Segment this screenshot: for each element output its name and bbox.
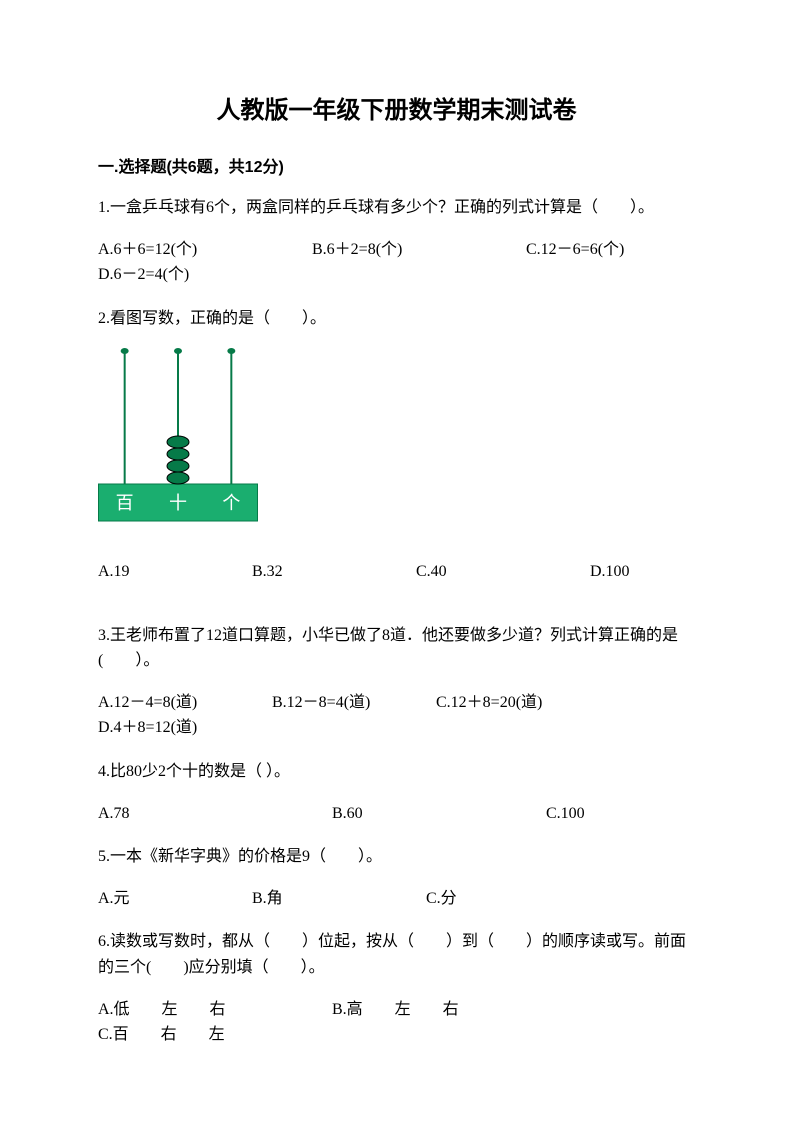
q1-option-b: B.6＋2=8(个) — [312, 237, 522, 263]
question-1-text: 1.一盒乒乓球有6个，两盒同样的乒乓球有多少个？正确的列式计算是（ ）。 — [98, 195, 695, 221]
q5-option-a: A.元 — [98, 886, 248, 912]
q1-option-c: C.12－6=6(个) — [526, 237, 624, 263]
page: 人教版一年级下册数学期末测试卷 一.选择题(共6题，共12分) 1.一盒乒乓球有… — [0, 0, 793, 1048]
q5-option-b: B.角 — [252, 886, 422, 912]
q5-option-c: C.分 — [426, 886, 457, 912]
question-1-options: A.6＋6=12(个) B.6＋2=8(个) C.12－6=6(个) D.6－2… — [98, 237, 695, 288]
section-header: 一.选择题(共6题，共12分) — [98, 153, 695, 177]
question-6-text: 6.读数或写数时，都从（ ）位起，按从（ ）到（ ）的顺序读或写。前面的三个( … — [98, 929, 695, 980]
question-5: 5.一本《新华字典》的价格是9（ ）。 A.元 B.角 C.分 — [98, 844, 695, 911]
question-5-options: A.元 B.角 C.分 — [98, 886, 695, 912]
page-title: 人教版一年级下册数学期末测试卷 — [98, 90, 695, 125]
question-4: 4.比80少2个十的数是（ ）。 A.78 B.60 C.100 — [98, 759, 695, 826]
question-5-text: 5.一本《新华字典》的价格是9（ ）。 — [98, 844, 695, 870]
svg-text:十: 十 — [169, 493, 187, 513]
question-3-text: 3.王老师布置了12道口算题，小华已做了8道．他还要做多少道？列式计算正确的是(… — [98, 623, 695, 674]
q6-option-c: C.百 右 左 — [98, 1022, 225, 1048]
q3-option-c: C.12＋8=20(道) — [436, 690, 606, 716]
q6-option-b: B.高 左 右 — [332, 997, 582, 1023]
question-4-text: 4.比80少2个十的数是（ ）。 — [98, 759, 695, 785]
q3-option-a: A.12－4=8(道) — [98, 690, 268, 716]
q2-option-d: D.100 — [590, 559, 630, 585]
q3-option-b: B.12－8=4(道) — [272, 690, 432, 716]
q4-option-c: C.100 — [546, 801, 585, 827]
question-1: 1.一盒乒乓球有6个，两盒同样的乒乓球有多少个？正确的列式计算是（ ）。 A.6… — [98, 195, 695, 288]
q6-option-a: A.低 左 右 — [98, 997, 328, 1023]
q2-option-a: A.19 — [98, 559, 248, 585]
q4-option-a: A.78 — [98, 801, 328, 827]
question-6-options: A.低 左 右 B.高 左 右 C.百 右 左 — [98, 997, 695, 1048]
abacus-figure: 百十个 — [98, 347, 695, 531]
question-3-options: A.12－4=8(道) B.12－8=4(道) C.12＋8=20(道) D.4… — [98, 690, 695, 741]
q1-option-d: D.6－2=4(个) — [98, 262, 298, 288]
q4-option-b: B.60 — [332, 801, 542, 827]
q2-option-c: C.40 — [416, 559, 586, 585]
svg-text:个: 个 — [222, 493, 240, 513]
question-2-text: 2.看图写数，正确的是（ ）。 — [98, 306, 695, 332]
q2-option-b: B.32 — [252, 559, 412, 585]
question-4-options: A.78 B.60 C.100 — [98, 801, 695, 827]
q3-option-d: D.4＋8=12(道) — [98, 715, 197, 741]
q1-option-a: A.6＋6=12(个) — [98, 237, 308, 263]
abacus-svg: 百十个 — [98, 347, 258, 522]
question-6: 6.读数或写数时，都从（ ）位起，按从（ ）到（ ）的顺序读或写。前面的三个( … — [98, 929, 695, 1047]
question-2: 2.看图写数，正确的是（ ）。 百 十 个 A.19 B.32 C.40 D.100 — [98, 306, 695, 585]
question-2-options: A.19 B.32 C.40 D.100 — [98, 559, 695, 585]
svg-text:百: 百 — [116, 493, 134, 513]
question-3: 3.王老师布置了12道口算题，小华已做了8道．他还要做多少道？列式计算正确的是(… — [98, 623, 695, 741]
